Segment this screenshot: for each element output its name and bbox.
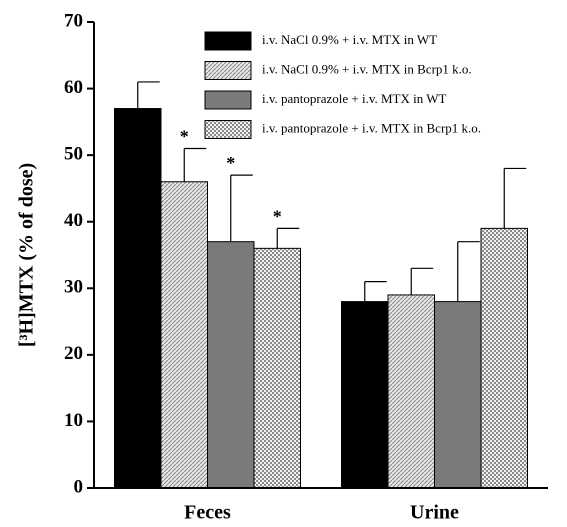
bar xyxy=(341,301,389,489)
y-tick-label: 30 xyxy=(64,277,83,298)
y-tick-label: 10 xyxy=(64,410,83,431)
bar xyxy=(480,227,528,489)
legend-swatch xyxy=(204,90,252,110)
legend-label: i.v. NaCl 0.9% + i.v. MTX in WT xyxy=(262,32,437,47)
legend-swatch xyxy=(204,31,252,51)
bar xyxy=(160,181,208,489)
y-tick-label: 50 xyxy=(64,144,83,165)
y-tick-label: 60 xyxy=(64,77,83,98)
bar xyxy=(253,247,301,489)
y-tick-label: 70 xyxy=(64,10,83,31)
legend-label: i.v. NaCl 0.9% + i.v. MTX in Bcrp1 k.o. xyxy=(262,61,472,76)
legend-swatch xyxy=(204,120,252,139)
y-tick-label: 0 xyxy=(74,476,84,497)
legend-label: i.v. pantoprazole + i.v. MTX in WT xyxy=(262,91,447,106)
significance-marker: * xyxy=(226,153,235,173)
legend-swatch xyxy=(204,61,252,80)
significance-marker: * xyxy=(180,127,189,147)
bar xyxy=(207,241,255,489)
x-tick-label: Feces xyxy=(184,502,231,524)
bar xyxy=(387,294,435,489)
x-tick-label: Urine xyxy=(410,502,459,524)
legend-label: i.v. pantoprazole + i.v. MTX in Bcrp1 k.… xyxy=(262,120,481,135)
y-tick-label: 20 xyxy=(64,343,83,364)
y-tick-label: 40 xyxy=(64,210,83,231)
significance-marker: * xyxy=(273,206,282,226)
bar xyxy=(434,301,482,489)
y-axis-label: [³H]MTX (% of dose) xyxy=(16,163,38,347)
bar xyxy=(114,108,162,489)
